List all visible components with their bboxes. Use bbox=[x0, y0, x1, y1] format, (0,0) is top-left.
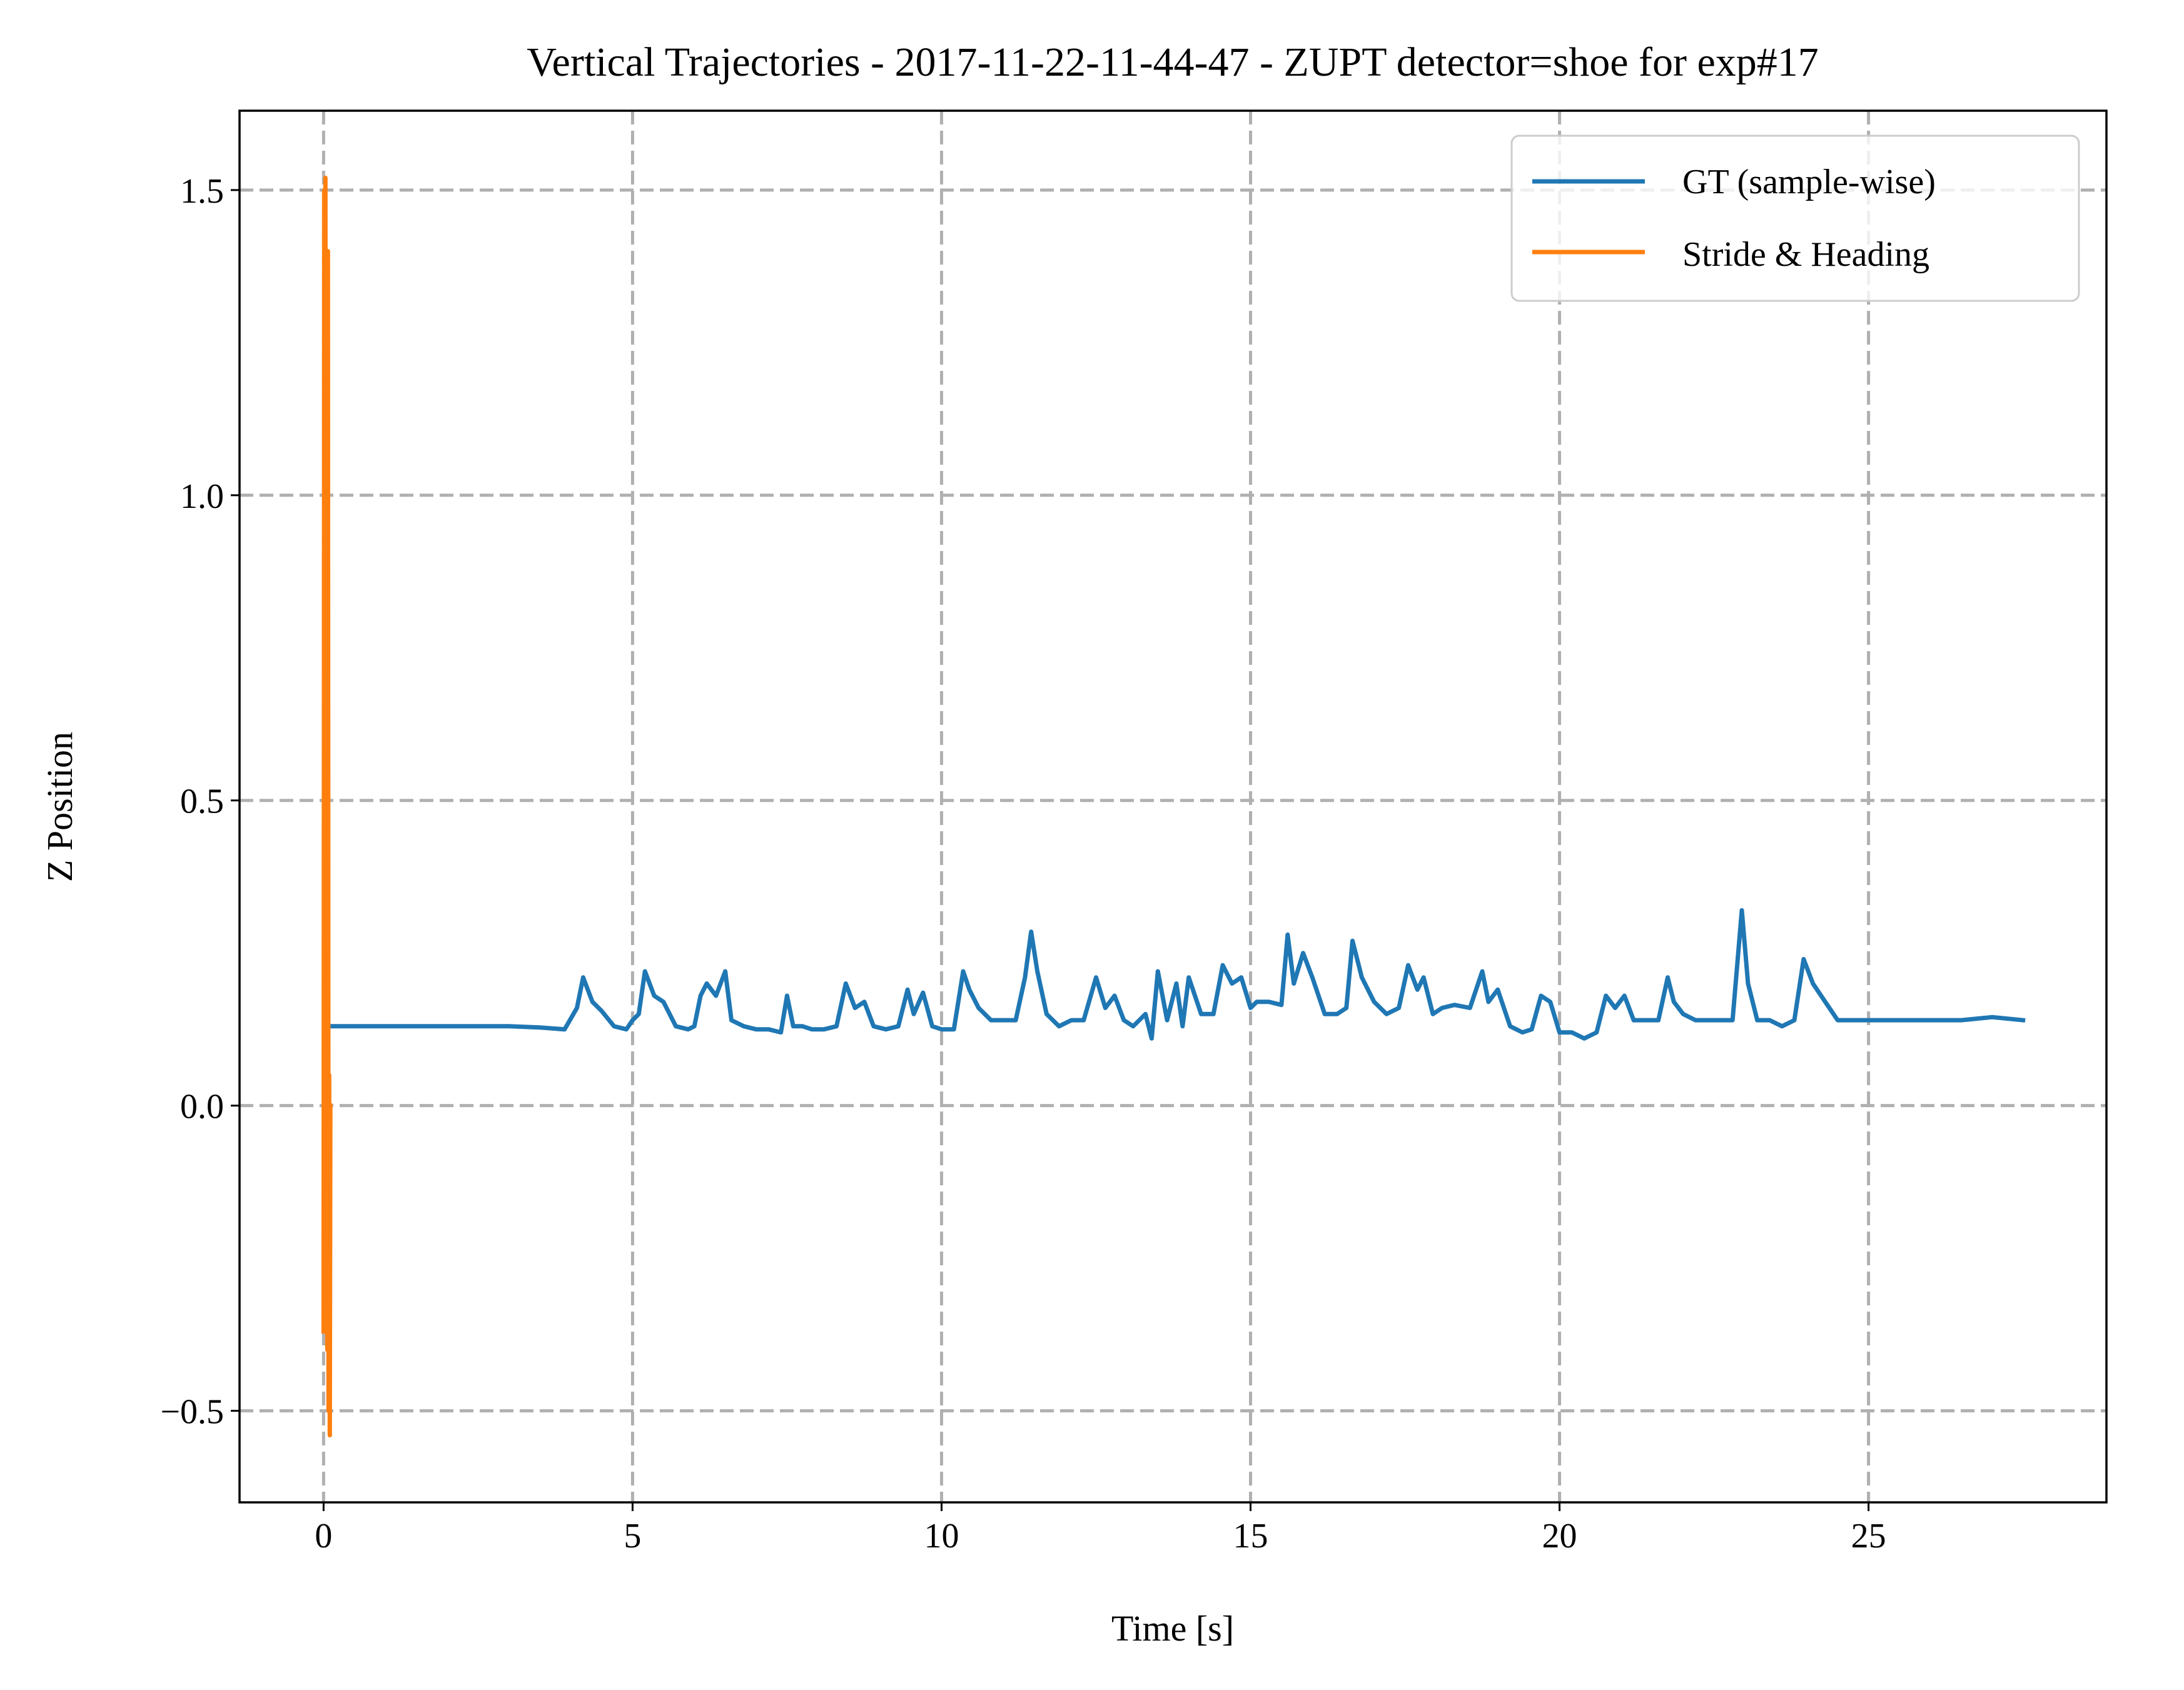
x-tick-label: 10 bbox=[924, 1517, 959, 1556]
chart-title: Vertical Trajectories - 2017-11-22-11-44… bbox=[527, 39, 1819, 85]
x-tick-label: 5 bbox=[624, 1517, 641, 1556]
ticks: 0 5 10 15 20 25 −0.5 0.0 0.5 1.0 1.5 bbox=[160, 172, 1886, 1556]
legend-box bbox=[1510, 134, 2080, 302]
x-tick-label: 20 bbox=[1542, 1517, 1577, 1556]
series-gt-line bbox=[327, 908, 2026, 1041]
y-tick-label: 1.0 bbox=[180, 477, 224, 516]
x-tick-label: 25 bbox=[1851, 1517, 1886, 1556]
axes-frame bbox=[238, 109, 2108, 1504]
series-layer bbox=[321, 175, 2026, 1438]
legend-label-stride-heading: Stride & Heading bbox=[1682, 235, 1929, 274]
x-axis-label: Time [s] bbox=[1111, 1608, 1234, 1649]
x-tick-label: 0 bbox=[315, 1517, 332, 1556]
y-tick-label: −0.5 bbox=[160, 1393, 224, 1432]
y-tick-label: 0.5 bbox=[180, 782, 224, 821]
legend-label-gt: GT (sample-wise) bbox=[1682, 163, 1936, 201]
x-tick-label: 15 bbox=[1233, 1517, 1268, 1556]
y-tick-label: 0.0 bbox=[180, 1088, 224, 1126]
y-axis-label: Z Position bbox=[39, 732, 80, 882]
series-stride-heading-line bbox=[321, 175, 333, 1438]
y-tick-label: 1.5 bbox=[180, 172, 224, 211]
legend: GT (sample-wise) Stride & Heading bbox=[1510, 134, 2080, 302]
